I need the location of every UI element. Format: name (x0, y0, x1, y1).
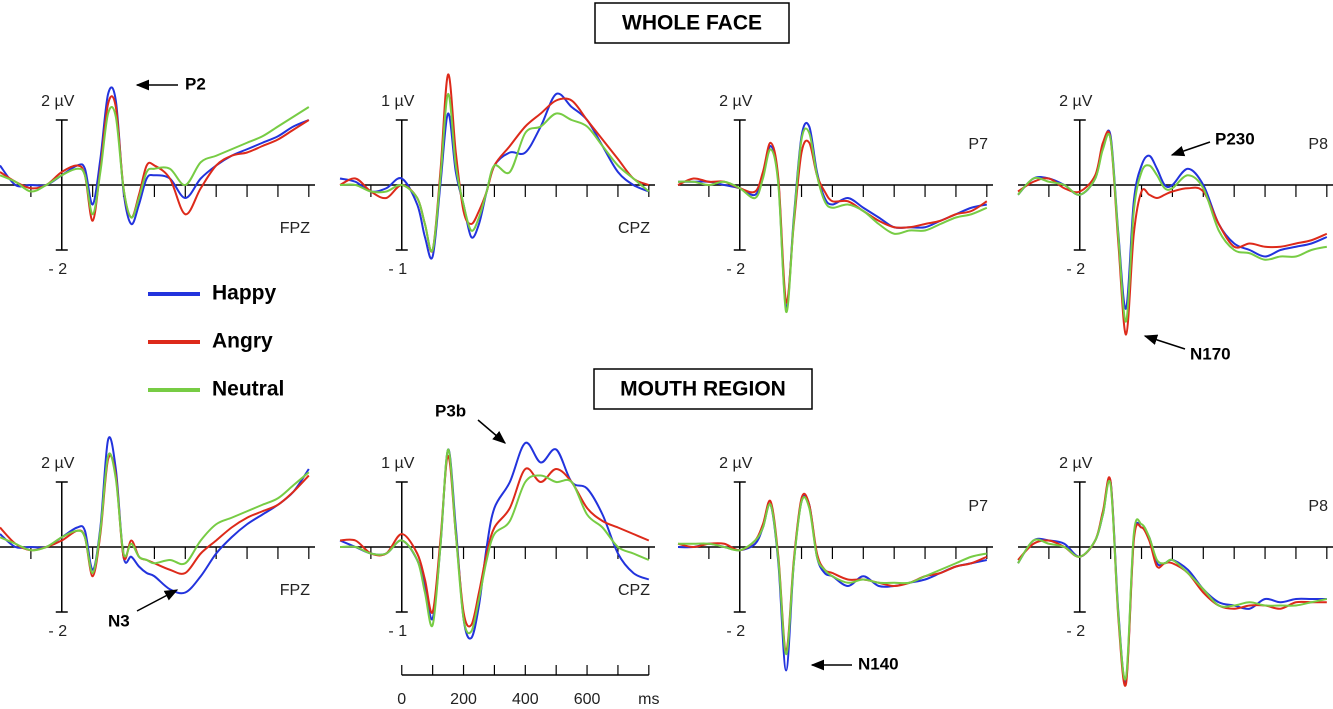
erp-line (339, 454, 650, 628)
annotation: P3b (435, 401, 466, 420)
annotation: P2 (185, 74, 206, 93)
annotation-arrow (1143, 334, 1186, 350)
y-tick-label: - 2 (48, 623, 67, 640)
annotation: N170 (1190, 344, 1231, 363)
erp-line (1017, 130, 1328, 336)
section-title: MOUTH REGION (620, 378, 786, 401)
y-tick-label: 1 µV (381, 455, 415, 472)
y-tick-label: - 2 (48, 261, 67, 278)
annotation: P230 (1215, 129, 1255, 148)
section-box (593, 368, 813, 410)
scale-label: 0 (397, 691, 406, 708)
section-box (594, 2, 790, 44)
erp-line (0, 452, 310, 575)
channel-label: CPZ (618, 582, 650, 599)
scale-label: 400 (512, 691, 539, 708)
section-title: WHOLE FACE (622, 12, 762, 35)
y-tick-label: 2 µV (719, 455, 753, 472)
annotation: N3 (108, 611, 130, 630)
y-tick-label: - 1 (388, 261, 407, 278)
erp-line (1017, 476, 1327, 687)
annotation: N140 (858, 654, 899, 673)
erp-line (1017, 477, 1327, 684)
erp-line (339, 92, 650, 260)
erp-line (677, 127, 988, 313)
erp-line (1017, 129, 1328, 310)
legend-label: Neutral (212, 378, 284, 401)
annotation-arrow (477, 419, 507, 444)
erp-line (677, 139, 988, 304)
erp-line (677, 121, 988, 310)
channel-label: FPZ (280, 582, 310, 599)
y-tick-label: - 1 (388, 623, 407, 640)
erp-line (339, 92, 650, 253)
scale-label: 600 (574, 691, 601, 708)
erp-line (1017, 132, 1328, 323)
channel-label: P7 (968, 498, 988, 515)
y-tick-label: 2 µV (1059, 455, 1093, 472)
channel-label: P8 (1308, 136, 1328, 153)
channel-label: FPZ (280, 220, 310, 237)
erp-line (677, 496, 988, 656)
y-tick-label: - 2 (726, 261, 745, 278)
erp-line (677, 494, 988, 672)
erp-line (0, 106, 310, 219)
y-tick-label: - 2 (726, 623, 745, 640)
legend-label: Happy (212, 282, 277, 305)
erp-line (0, 95, 310, 222)
channel-label: P8 (1308, 498, 1328, 515)
scale-label: 200 (450, 691, 477, 708)
y-tick-label: 2 µV (1059, 93, 1093, 110)
annotation-arrow (1170, 141, 1211, 157)
scale-unit: ms (638, 691, 659, 708)
legend-label: Angry (212, 330, 273, 353)
y-tick-label: - 2 (1066, 261, 1085, 278)
channel-label: P7 (968, 136, 988, 153)
annotation-arrow (136, 589, 179, 612)
y-tick-label: 2 µV (41, 93, 75, 110)
y-tick-label: 2 µV (719, 93, 753, 110)
y-tick-label: 2 µV (41, 455, 75, 472)
erp-line (339, 448, 650, 635)
channel-label: CPZ (618, 220, 650, 237)
erp-line (0, 454, 310, 578)
erp-line (677, 492, 988, 653)
y-tick-label: 1 µV (381, 93, 415, 110)
y-tick-label: - 2 (1066, 623, 1085, 640)
erp-line (1017, 480, 1328, 681)
